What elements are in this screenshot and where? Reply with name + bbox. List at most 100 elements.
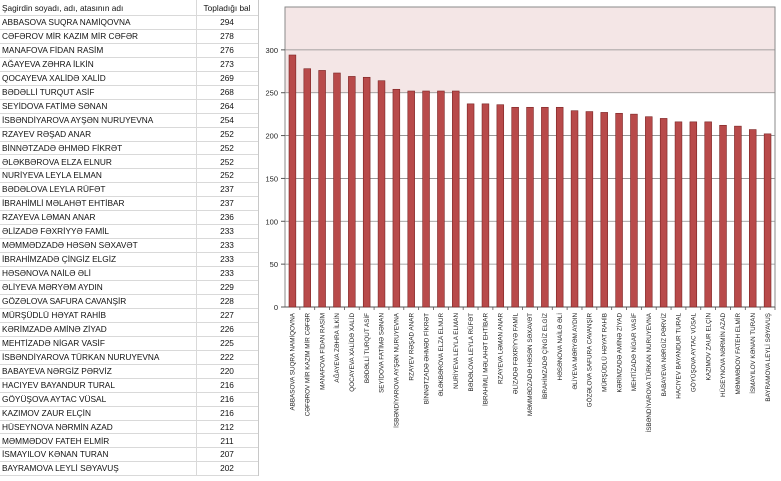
student-score: 264 (220, 100, 234, 111)
y-tick-label: 100 (265, 217, 278, 226)
student-score: 216 (220, 379, 234, 390)
student-name: RZAYEVA LƏMAN ANAR (2, 212, 96, 223)
x-tick-label: RZAYEV RƏŞAD ANAR (408, 313, 415, 381)
table-row: ƏLİZADƏ FƏXRİYYƏ FAMİL 233 (0, 225, 258, 240)
x-tick-label: KAZIMOV ZAUR ELÇİN (703, 313, 712, 381)
x-tick-label: İSMAYILOV KƏNAN TURAN (748, 313, 757, 394)
table-row: RZAYEV RƏŞAD ANAR 252 (0, 128, 258, 142)
student-score: 237 (220, 198, 234, 209)
y-tick-label: 250 (265, 89, 278, 98)
x-tick-label: ƏLİZADƏ FƏXRİYYƏ FAMİL (510, 313, 519, 395)
student-score: 229 (220, 282, 234, 293)
data-table: Şagirdin soyadı, adı, atasının adı Topla… (0, 0, 259, 477)
student-score: 276 (220, 44, 234, 55)
table-row: MÜRŞÜDLÜ HƏYAT RAHİB 227 (0, 309, 258, 323)
student-name: MÜRŞÜDLÜ HƏYAT RAHİB (2, 309, 106, 320)
x-tick-label: İBRAHİMLİ MƏLAHƏT EHTİBAR (481, 313, 490, 406)
x-tick-label: BABAYEVA NƏRGİZ PƏRVİZ (659, 313, 668, 396)
x-tick-label: NURİYEVA LEYLA ELMAN (451, 313, 460, 389)
bar (615, 112, 623, 308)
student-name: BİNNƏTZADƏ ƏHMƏD FİKRƏT (2, 142, 123, 153)
student-name: İSBƏNDİYAROVA AYŞƏN NURUYEVNA (2, 114, 154, 125)
x-tick-label: HACIYEV BAYANDUR TURAL (676, 313, 683, 399)
student-score: 207 (220, 449, 234, 460)
table-row: SEYİDOVA FATİMƏ SƏNAN 264 (0, 100, 258, 114)
x-tick-label: İSBƏNDİYAROVA TÜRKAN NURUYEVNA (644, 312, 653, 432)
bar (600, 112, 608, 308)
student-name: ABBASOVA SUQRA NAMİQOVNA (2, 17, 131, 27)
table-row: GÖZƏLOVA SAFURA CAVANŞİR 228 (0, 295, 258, 309)
table-row: HƏSƏNOVA NAİLƏ ƏLİ 233 (0, 267, 258, 282)
bar (362, 76, 371, 308)
table-row: İSBƏNDİYAROVA AYŞƏN NURUYEVNA 254 (0, 114, 258, 128)
x-tick-label: ƏLƏKBƏROVA ELZA ELNUR (438, 313, 445, 397)
bar (333, 72, 341, 308)
bar (407, 90, 415, 308)
x-tick-label: ƏLİYEVA MƏRYƏM AYDIN (570, 313, 579, 390)
y-tick-label: 50 (270, 260, 278, 269)
chart-svg: 0 50 100 150 200 250 300 ABBASOVA SUQRA NAMİQOV… (265, 6, 776, 433)
bar-chart: 0 50 100 150 200 250 300 ABBASOVA SUQRA NAMİQOV… (259, 0, 781, 476)
bar (496, 104, 505, 308)
student-score: 268 (220, 86, 234, 97)
student-name: İBRAHİMLİ MƏLAHƏT EHTİBAR (2, 198, 125, 209)
student-name: BAYRAMOVA LEYLİ SƏYAVUŞ (2, 463, 119, 474)
bar (630, 113, 638, 308)
bar (526, 106, 534, 308)
table-row: MƏMMƏDZADƏ HƏSƏN SƏXAVƏT 233 (0, 239, 258, 254)
y-tick-label: 0 (274, 303, 278, 312)
student-score: 273 (220, 58, 234, 69)
bar (452, 90, 460, 308)
bar (466, 103, 475, 308)
bar (288, 54, 297, 308)
bar (659, 118, 668, 308)
student-name: KƏRİMZADƏ AMİNƏ ZİYAD (2, 323, 107, 334)
x-tick-label: SEYİDOVA FATİMƏ SƏNAN (377, 313, 386, 393)
student-name: ƏLİYEVA MƏRYƏM AYDIN (2, 282, 103, 293)
bar (422, 90, 430, 308)
student-score: 216 (220, 393, 234, 404)
student-name: HACIYEV BAYANDUR TURAL (2, 379, 115, 390)
student-name: KAZIMOV ZAUR ELÇİN (2, 407, 91, 418)
table-row: İBRAHİMZADƏ ÇİNGİZ ELGİZ 233 (0, 253, 258, 268)
bar (303, 68, 311, 308)
student-name: İBRAHİMZADƏ ÇİNGİZ ELGİZ (2, 254, 117, 265)
x-tick-label: CƏFƏROV MİR KAZIM MİR CƏFƏR (302, 313, 311, 417)
student-name: HƏSƏNOVA NAİLƏ ƏLİ (2, 268, 91, 279)
table-row: ƏLİYEVA MƏRYƏM AYDIN 229 (0, 281, 258, 295)
x-tick-label: MÜRŞÜDLÜ HƏYAT RAHİB (599, 313, 608, 392)
table-header-row: Şagirdin soyadı, adı, atasının adı Topla… (0, 0, 258, 16)
x-tick-label: MEHTİZADƏ NİGAR VASİF (629, 313, 638, 391)
bar (377, 80, 386, 308)
student-score: 211 (220, 435, 234, 446)
table-row: CƏFƏROV MİR KAZIM MİR CƏFƏR 278 (0, 30, 258, 44)
table-row: BAYRAMOVA LEYLİ SƏYAVUŞ 202 (0, 462, 258, 477)
table-row: MANAFOVA FİDAN RASİM 276 (0, 44, 258, 58)
student-name: İSBƏNDİYAROVA TÜRKAN NURUYEVNA (2, 351, 160, 362)
student-score: 254 (220, 114, 234, 125)
student-score: 278 (220, 30, 234, 41)
student-score: 226 (220, 323, 234, 334)
x-tick-label: BƏDƏLOVA LEYLA RÜFƏT (467, 313, 475, 392)
table-row: AĞAYEVA ZƏHRA İLKİN 273 (0, 58, 258, 72)
student-score: 220 (220, 365, 234, 376)
x-tick-label: GÖZƏLOVA SAFURA CAVANŞİR (585, 313, 594, 408)
student-score: 233 (220, 240, 234, 251)
student-score: 216 (220, 407, 234, 418)
student-name: BƏDƏLLİ TURQUT ASİF (2, 86, 95, 97)
y-tick-label: 200 (265, 132, 278, 141)
student-score: 233 (220, 226, 234, 237)
student-name: HÜSEYNOVA NƏRMİN AZAD (2, 421, 113, 432)
student-name: İSMAYILOV KƏNAN TURAN (2, 449, 109, 460)
student-name: SEYİDOVA FATİMƏ SƏNAN (2, 100, 108, 111)
student-name: CƏFƏROV MİR KAZIM MİR CƏFƏR (2, 30, 139, 41)
bar (704, 121, 712, 308)
x-tick-label: KƏRİMZADƏ AMİNƏ ZİYAD (614, 313, 623, 393)
x-tick-label: HƏSƏNOVA NAİLƏ ƏLİ (555, 313, 564, 381)
table-row: BİNNƏTZADƏ ƏHMƏD FİKRƏT 252 (0, 142, 258, 156)
table-row: İSMAYILOV KƏNAN TURAN 207 (0, 448, 258, 463)
student-name: RZAYEV RƏŞAD ANAR (2, 128, 92, 139)
table-row: GÖYÜŞOVA AYTAC VÜSAL 216 (0, 393, 258, 407)
student-score: 233 (220, 268, 234, 279)
x-tick-label: BƏDƏLLİ TURQUT ASİF (362, 313, 371, 383)
